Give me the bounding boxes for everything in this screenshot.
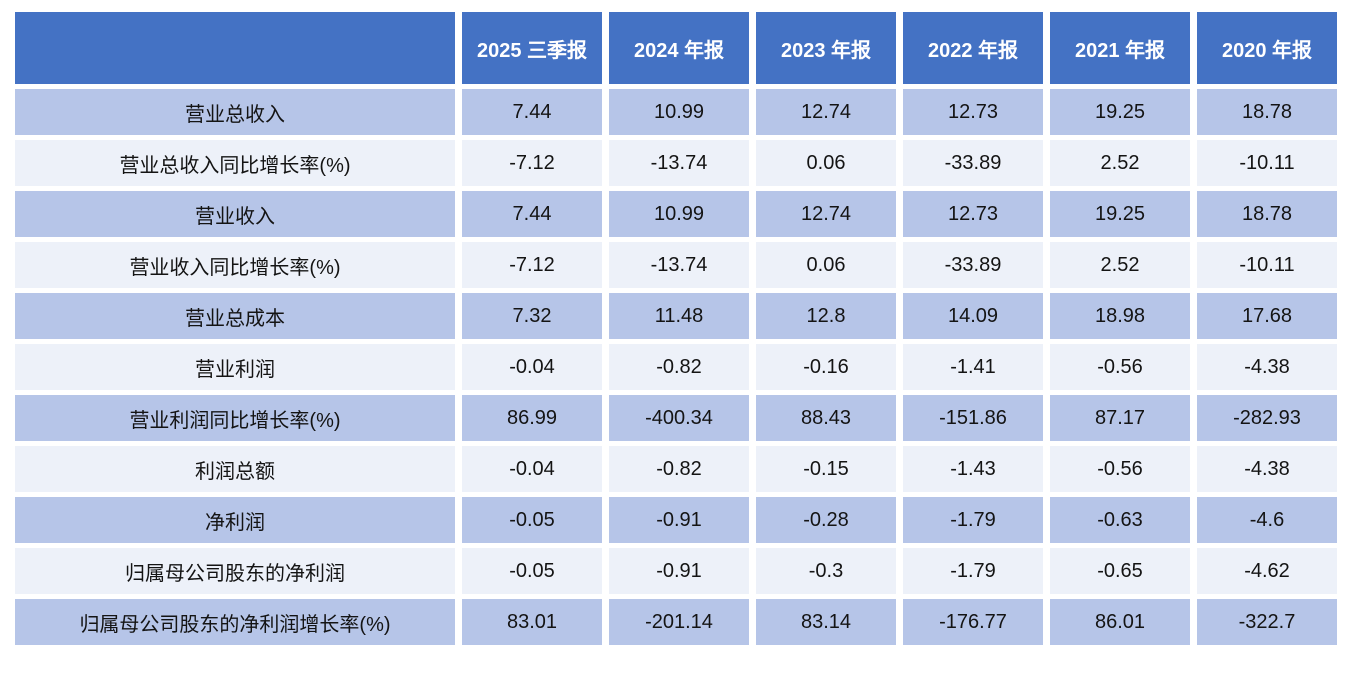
period-header-cell: 2021 年报	[1050, 12, 1190, 84]
value-cell: -201.14	[609, 599, 749, 645]
value-cell: 2.52	[1050, 242, 1190, 288]
value-cell: -33.89	[903, 242, 1043, 288]
value-cell: -1.79	[903, 548, 1043, 594]
value-cell: 18.98	[1050, 293, 1190, 339]
value-cell: -13.74	[609, 140, 749, 186]
value-cell: -0.82	[609, 344, 749, 390]
value-cell: -4.38	[1197, 344, 1337, 390]
value-cell: -13.74	[609, 242, 749, 288]
value-cell: -0.3	[756, 548, 896, 594]
metric-label-cell: 归属母公司股东的净利润增长率(%)	[15, 599, 455, 645]
value-cell: -4.6	[1197, 497, 1337, 543]
value-cell: 7.44	[462, 191, 602, 237]
value-cell: 17.68	[1197, 293, 1337, 339]
value-cell: 2.52	[1050, 140, 1190, 186]
table-row: 利润总额 -0.04 -0.82 -0.15 -1.43 -0.56 -4.38	[15, 446, 1337, 492]
period-header-cell: 2024 年报	[609, 12, 749, 84]
value-cell: -0.56	[1050, 446, 1190, 492]
table-row: 营业利润同比增长率(%) 86.99 -400.34 88.43 -151.86 87.1…	[15, 395, 1337, 441]
metric-label-cell: 营业收入同比增长率(%)	[15, 242, 455, 288]
metric-label-cell: 归属母公司股东的净利润	[15, 548, 455, 594]
table-row: 营业总收入同比增长率(%) -7.12 -13.74 0.06 -33.89 2.52 -1…	[15, 140, 1337, 186]
value-cell: -400.34	[609, 395, 749, 441]
table-header-row: 2025 三季报 2024 年报 2023 年报 2022 年报 2021 年报 2020…	[15, 12, 1337, 84]
value-cell: -0.04	[462, 344, 602, 390]
value-cell: 88.43	[756, 395, 896, 441]
table-row: 净利润 -0.05 -0.91 -0.28 -1.79 -0.63 -4.6	[15, 497, 1337, 543]
value-cell: -10.11	[1197, 140, 1337, 186]
value-cell: 83.01	[462, 599, 602, 645]
value-cell: -0.63	[1050, 497, 1190, 543]
table-row: 营业总成本 7.32 11.48 12.8 14.09 18.98 17.68	[15, 293, 1337, 339]
value-cell: -1.43	[903, 446, 1043, 492]
value-cell: 10.99	[609, 89, 749, 135]
value-cell: 12.74	[756, 191, 896, 237]
value-cell: -0.91	[609, 497, 749, 543]
value-cell: 19.25	[1050, 191, 1190, 237]
table-row: 营业总收入 7.44 10.99 12.74 12.73 19.25 18.78	[15, 89, 1337, 135]
value-cell: -0.04	[462, 446, 602, 492]
value-cell: 0.06	[756, 242, 896, 288]
financial-table-container: 2025 三季报 2024 年报 2023 年报 2022 年报 2021 年报 2020…	[8, 7, 1344, 650]
period-header-cell: 2025 三季报	[462, 12, 602, 84]
value-cell: -1.41	[903, 344, 1043, 390]
period-header-cell: 2020 年报	[1197, 12, 1337, 84]
value-cell: 0.06	[756, 140, 896, 186]
period-header-cell: 2022 年报	[903, 12, 1043, 84]
metric-label-cell: 营业总收入	[15, 89, 455, 135]
value-cell: 87.17	[1050, 395, 1190, 441]
metric-label-cell: 利润总额	[15, 446, 455, 492]
value-cell: -0.91	[609, 548, 749, 594]
value-cell: -282.93	[1197, 395, 1337, 441]
table-row: 营业收入同比增长率(%) -7.12 -13.74 0.06 -33.89 2.52 -10…	[15, 242, 1337, 288]
value-cell: 12.73	[903, 89, 1043, 135]
value-cell: 11.48	[609, 293, 749, 339]
value-cell: 86.01	[1050, 599, 1190, 645]
table-row: 营业收入 7.44 10.99 12.74 12.73 19.25 18.78	[15, 191, 1337, 237]
value-cell: -0.05	[462, 548, 602, 594]
table-row: 营业利润 -0.04 -0.82 -0.16 -1.41 -0.56 -4.38	[15, 344, 1337, 390]
value-cell: 7.32	[462, 293, 602, 339]
period-header-cell: 2023 年报	[756, 12, 896, 84]
value-cell: 18.78	[1197, 89, 1337, 135]
value-cell: 19.25	[1050, 89, 1190, 135]
value-cell: -4.38	[1197, 446, 1337, 492]
value-cell: 83.14	[756, 599, 896, 645]
value-cell: 10.99	[609, 191, 749, 237]
metric-label-cell: 营业利润	[15, 344, 455, 390]
value-cell: 86.99	[462, 395, 602, 441]
metric-label-cell: 营业利润同比增长率(%)	[15, 395, 455, 441]
value-cell: 12.74	[756, 89, 896, 135]
value-cell: -322.7	[1197, 599, 1337, 645]
value-cell: -0.65	[1050, 548, 1190, 594]
table-row: 归属母公司股东的净利润增长率(%) 83.01 -201.14 83.14 -176.7…	[15, 599, 1337, 645]
value-cell: -10.11	[1197, 242, 1337, 288]
metric-label-cell: 营业总成本	[15, 293, 455, 339]
value-cell: 14.09	[903, 293, 1043, 339]
value-cell: -7.12	[462, 140, 602, 186]
value-cell: -0.28	[756, 497, 896, 543]
value-cell: -7.12	[462, 242, 602, 288]
value-cell: -0.56	[1050, 344, 1190, 390]
value-cell: -0.15	[756, 446, 896, 492]
value-cell: -33.89	[903, 140, 1043, 186]
metric-label-cell: 净利润	[15, 497, 455, 543]
value-cell: -0.05	[462, 497, 602, 543]
corner-header-cell	[15, 12, 455, 84]
value-cell: -151.86	[903, 395, 1043, 441]
value-cell: -1.79	[903, 497, 1043, 543]
value-cell: -176.77	[903, 599, 1043, 645]
value-cell: 18.78	[1197, 191, 1337, 237]
value-cell: 12.8	[756, 293, 896, 339]
value-cell: 12.73	[903, 191, 1043, 237]
metric-label-cell: 营业收入	[15, 191, 455, 237]
financial-metrics-table: 2025 三季报 2024 年报 2023 年报 2022 年报 2021 年报 2020…	[8, 7, 1344, 650]
value-cell: -0.82	[609, 446, 749, 492]
value-cell: 7.44	[462, 89, 602, 135]
value-cell: -4.62	[1197, 548, 1337, 594]
value-cell: -0.16	[756, 344, 896, 390]
metric-label-cell: 营业总收入同比增长率(%)	[15, 140, 455, 186]
table-row: 归属母公司股东的净利润 -0.05 -0.91 -0.3 -1.79 -0.65 -4.62	[15, 548, 1337, 594]
